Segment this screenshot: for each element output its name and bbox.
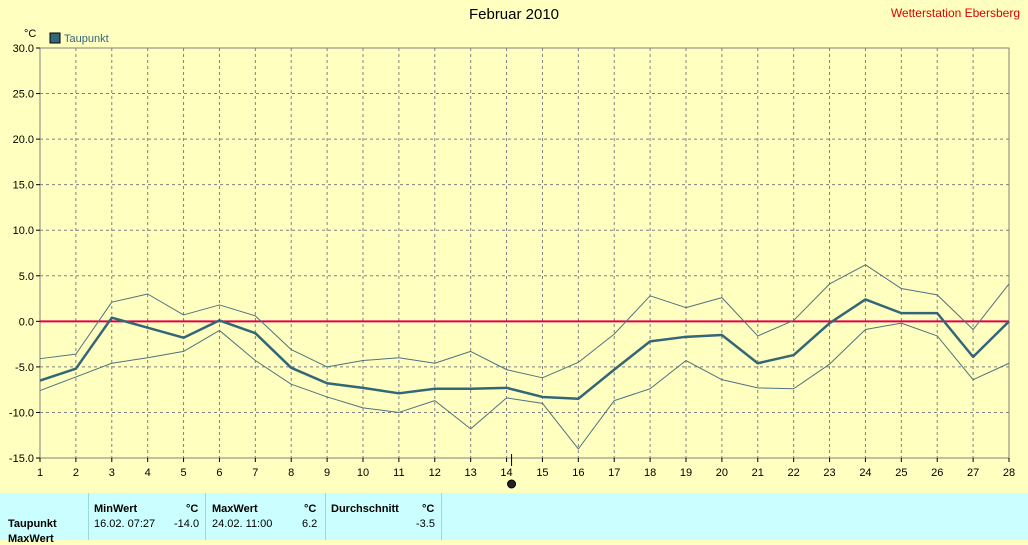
- max-header: MaxWert: [212, 503, 258, 515]
- y-tick-label: 25.0: [13, 89, 34, 101]
- current-day-marker-dot: [507, 479, 517, 489]
- x-tick-label: 3: [109, 467, 115, 479]
- min-header: MinWert: [94, 503, 138, 515]
- x-tick-label: 21: [752, 467, 764, 479]
- x-tick-label: 25: [895, 467, 907, 479]
- x-tick-label: 23: [823, 467, 835, 479]
- stats-table: MinWert °C MaxWert °C Durchschnitt °C Ta…: [0, 493, 1028, 545]
- x-tick-label: 28: [1003, 467, 1015, 479]
- x-tick-label: 17: [608, 467, 620, 479]
- x-tick-label: 6: [216, 467, 222, 479]
- x-tick-label: 15: [536, 467, 548, 479]
- x-tick-label: 1: [37, 467, 43, 479]
- y-tick-label: 10.0: [13, 225, 34, 237]
- chart-area: 30.0 25.0 20.0 15.0 10.0 5.0 0.0 -5.0 -10.0 -15.0…: [8, 6, 1020, 489]
- x-tick-label: 11: [393, 467, 404, 479]
- x-tick-label: 26: [931, 467, 943, 479]
- avg-header: Durchschnitt: [331, 503, 399, 515]
- y-tick-label: 30.0: [13, 43, 34, 55]
- x-tick-label: 12: [429, 467, 441, 479]
- max-value: 6.2: [302, 518, 318, 530]
- x-tick-label: 27: [967, 467, 979, 479]
- max-unit: °C: [304, 503, 317, 515]
- row2-label: MaxWert: [8, 533, 54, 545]
- y-tick-label: 20.0: [13, 134, 34, 146]
- x-tick-label: 24: [859, 467, 871, 479]
- legend-label: Taupunkt: [64, 33, 109, 45]
- x-tick-label: 2: [73, 467, 79, 479]
- x-tick-label: 7: [252, 467, 258, 479]
- y-tick-label: -5.0: [15, 362, 34, 374]
- min-unit: °C: [186, 503, 199, 515]
- x-tick-label: 22: [788, 467, 800, 479]
- table-separator: [88, 493, 89, 540]
- series-line-upper: [39, 264, 1010, 379]
- y-tick-label: 15.0: [13, 180, 34, 192]
- chart-title: Februar 2010: [468, 6, 560, 23]
- series-line-lower: [39, 322, 1010, 450]
- table-separator: [205, 493, 206, 540]
- avg-unit: °C: [422, 503, 435, 515]
- x-tick-label: 5: [180, 467, 186, 479]
- x-tick-label: 20: [716, 467, 728, 479]
- y-tick-label: 0.0: [19, 316, 34, 328]
- x-tick-label: 4: [145, 467, 151, 479]
- x-tick-label: 18: [644, 467, 656, 479]
- x-tick-label: 19: [680, 467, 692, 479]
- avg-value: -3.5: [416, 518, 435, 530]
- y-tick-label: -15.0: [9, 453, 34, 465]
- chart-svg: 30.0 25.0 20.0 15.0 10.0 5.0 0.0 -5.0 -10.0 -15.0…: [9, 28, 1015, 489]
- table-separator: [325, 493, 326, 540]
- x-tick-label: 13: [465, 467, 477, 479]
- x-tick-label: 9: [324, 467, 330, 479]
- min-value: -14.0: [174, 518, 200, 530]
- plot-border: [39, 47, 1010, 459]
- table-separator: [441, 493, 442, 540]
- x-tick-label: 14: [500, 467, 512, 479]
- row-label: Taupunkt: [8, 518, 57, 530]
- x-tick-label: 10: [357, 467, 369, 479]
- y-axis-unit: °C: [24, 28, 36, 40]
- series-line-taupunkt: [39, 298, 1010, 401]
- legend-swatch: [49, 32, 61, 44]
- max-date: 24.02. 11:00: [212, 518, 273, 530]
- y-tick-label: -10.0: [9, 407, 34, 419]
- x-tick-label: 16: [572, 467, 584, 479]
- y-tick-label: 5.0: [19, 271, 34, 283]
- x-tick-label: 8: [288, 467, 294, 479]
- min-date: 16.02. 07:27: [94, 518, 156, 530]
- station-name: Wetterstation Ebersberg: [890, 6, 1020, 20]
